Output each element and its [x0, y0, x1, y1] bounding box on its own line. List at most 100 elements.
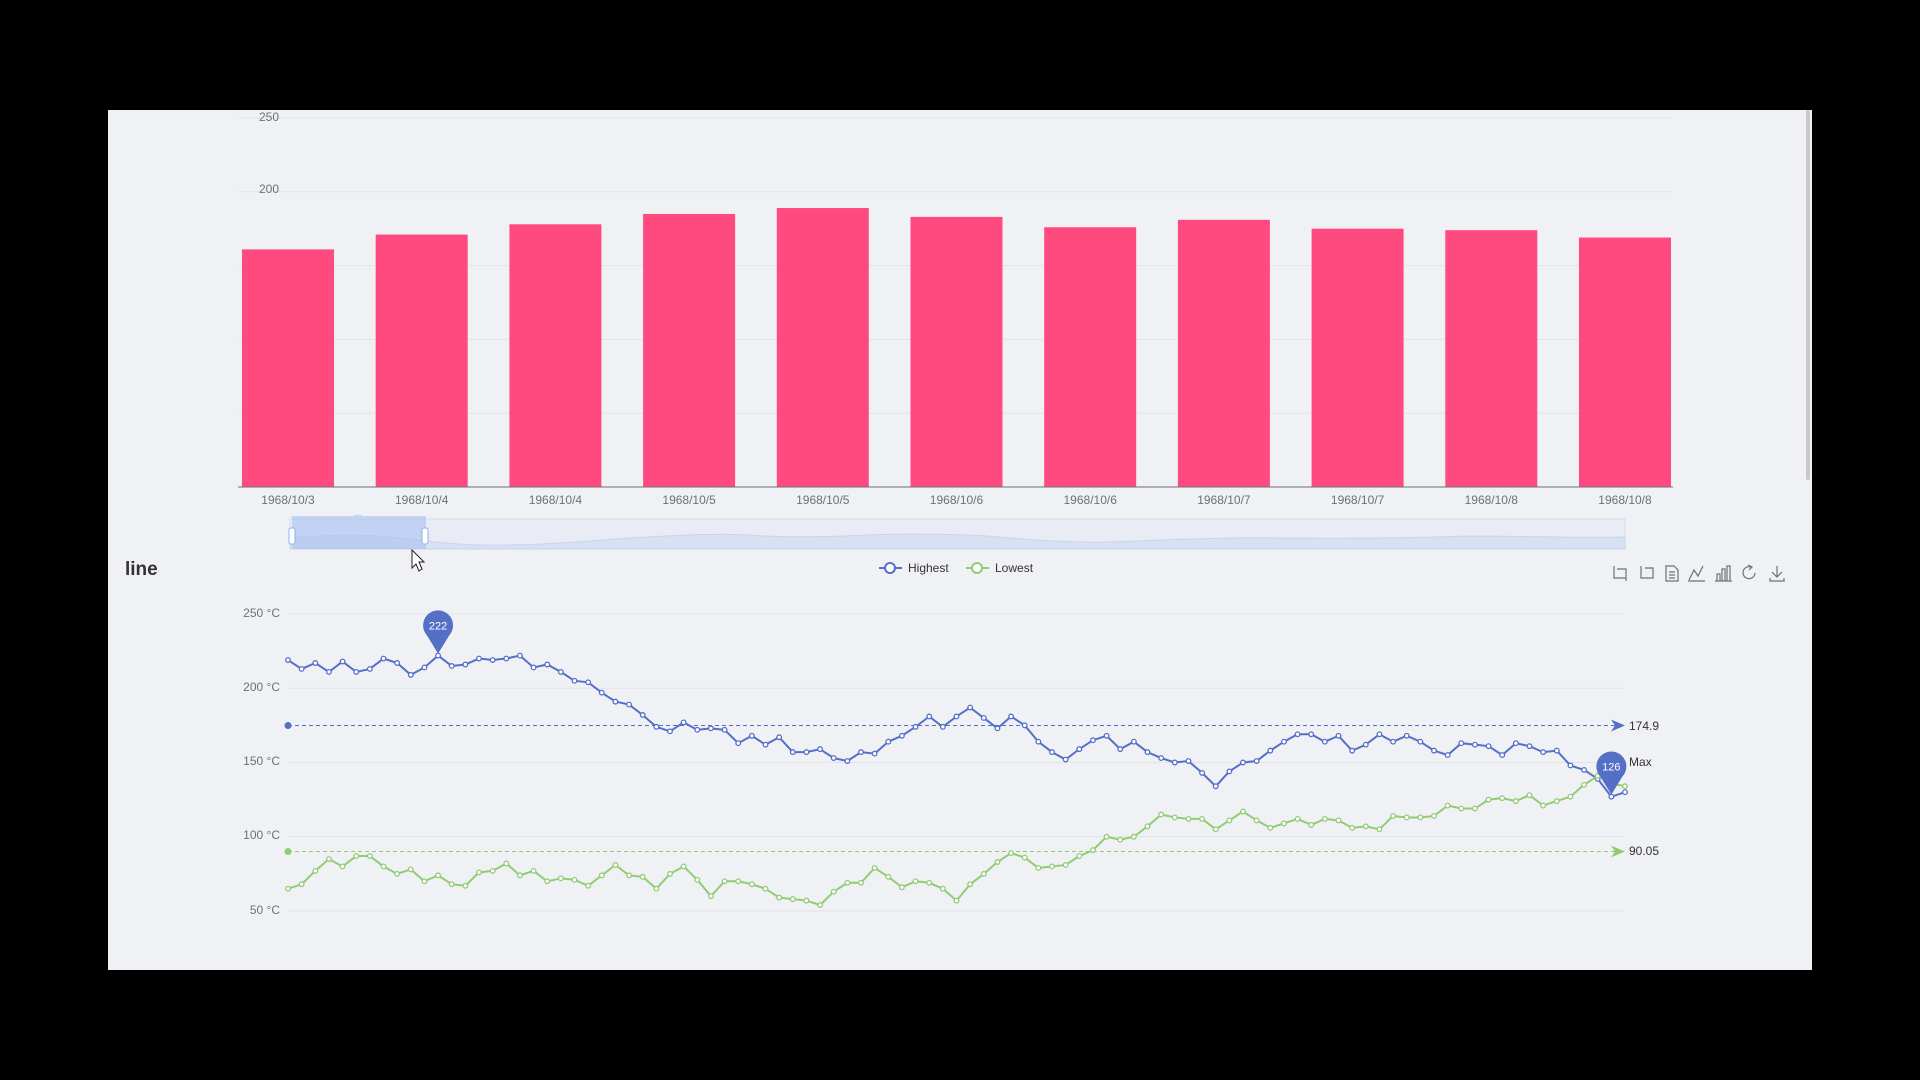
datazoom-slider[interactable] — [288, 515, 1626, 550]
data-point-highest[interactable] — [653, 723, 660, 730]
data-point-lowest[interactable] — [312, 867, 319, 874]
data-point-lowest[interactable] — [844, 879, 851, 886]
data-point-lowest[interactable] — [1185, 815, 1192, 822]
data-point-highest[interactable] — [639, 712, 646, 718]
datazoom-handle-right[interactable] — [421, 527, 429, 545]
data-point-lowest[interactable] — [885, 873, 892, 880]
data-point-lowest[interactable] — [598, 872, 605, 879]
data-view-icon[interactable] — [1665, 565, 1679, 582]
data-point-lowest[interactable] — [1171, 814, 1178, 821]
data-point-highest[interactable] — [407, 671, 414, 678]
data-point-lowest[interactable] — [1117, 836, 1124, 843]
data-point-highest[interactable] — [994, 725, 1001, 732]
data-point-highest[interactable] — [967, 704, 974, 711]
data-point-highest[interactable] — [380, 655, 387, 662]
data-point-lowest[interactable] — [530, 867, 537, 874]
data-point-highest[interactable] — [476, 655, 482, 662]
data-point-lowest[interactable] — [1471, 805, 1478, 812]
data-point-lowest[interactable] — [489, 867, 496, 874]
data-point-lowest[interactable] — [435, 872, 442, 879]
data-point-highest[interactable] — [1076, 746, 1083, 753]
data-point-lowest[interactable] — [1226, 817, 1233, 824]
bar-type-icon[interactable] — [1715, 565, 1732, 582]
data-point-lowest[interactable] — [1130, 833, 1137, 840]
data-point-highest[interactable] — [1062, 756, 1069, 763]
data-point-lowest[interactable] — [407, 866, 414, 873]
data-point-lowest[interactable] — [748, 881, 755, 888]
data-point-highest[interactable] — [516, 652, 523, 659]
bar[interactable] — [1579, 237, 1671, 487]
data-point-highest[interactable] — [1308, 731, 1315, 738]
data-point-highest[interactable] — [1253, 758, 1260, 764]
data-point-highest[interactable] — [748, 732, 755, 739]
data-point-lowest[interactable] — [1553, 798, 1560, 805]
data-point-highest[interactable] — [1608, 793, 1615, 800]
data-point-lowest[interactable] — [298, 881, 305, 888]
data-point-highest[interactable] — [980, 715, 987, 721]
zoom-reset-icon[interactable] — [1640, 566, 1654, 579]
data-point-lowest[interactable] — [1362, 823, 1369, 830]
data-point-highest[interactable] — [694, 726, 701, 733]
data-point-lowest[interactable] — [448, 881, 455, 888]
data-point-lowest[interactable] — [1335, 817, 1342, 824]
data-point-lowest[interactable] — [476, 869, 482, 876]
data-point-lowest[interactable] — [926, 879, 933, 886]
data-point-highest[interactable] — [1458, 740, 1465, 747]
data-point-highest[interactable] — [1240, 759, 1246, 766]
bar[interactable] — [1445, 230, 1538, 487]
data-point-lowest[interactable] — [544, 878, 551, 885]
data-point-lowest[interactable] — [830, 888, 837, 895]
data-point-highest[interactable] — [1158, 755, 1165, 761]
data-point-highest[interactable] — [571, 677, 578, 684]
data-point-highest[interactable] — [1471, 741, 1478, 748]
data-point-lowest[interactable] — [353, 853, 360, 860]
data-point-highest[interactable] — [1335, 732, 1342, 739]
data-point-highest[interactable] — [462, 661, 469, 668]
data-point-highest[interactable] — [817, 746, 824, 753]
bar[interactable] — [1177, 219, 1270, 487]
data-point-lowest[interactable] — [858, 879, 864, 886]
data-point-highest[interactable] — [312, 660, 319, 666]
data-point-lowest[interactable] — [1212, 826, 1219, 833]
data-point-highest[interactable] — [1540, 749, 1547, 756]
data-point-highest[interactable] — [1021, 722, 1028, 729]
data-point-highest[interactable] — [1417, 738, 1424, 745]
data-point-highest[interactable] — [1294, 731, 1301, 738]
data-point-highest[interactable] — [1103, 732, 1110, 739]
data-point-highest[interactable] — [1403, 732, 1410, 739]
data-point-lowest[interactable] — [612, 862, 619, 868]
data-point-highest[interactable] — [1089, 737, 1096, 744]
data-point-highest[interactable] — [353, 668, 360, 675]
data-point-highest[interactable] — [1431, 747, 1437, 754]
markpoint-max[interactable]: 222 — [423, 610, 454, 654]
data-point-highest[interactable] — [366, 665, 373, 672]
data-point-lowest[interactable] — [1431, 813, 1437, 819]
data-point-lowest[interactable] — [776, 894, 783, 901]
data-point-lowest[interactable] — [789, 896, 796, 903]
data-point-highest[interactable] — [325, 668, 332, 675]
data-point-highest[interactable] — [585, 679, 592, 686]
data-point-lowest[interactable] — [1321, 815, 1328, 822]
data-point-highest[interactable] — [912, 723, 919, 730]
legend-item-lowest[interactable]: Lowest — [966, 561, 1034, 575]
data-point-lowest[interactable] — [1403, 814, 1410, 821]
data-point-lowest[interactable] — [1526, 792, 1533, 799]
bar[interactable] — [375, 234, 468, 487]
bar[interactable] — [509, 224, 602, 487]
data-point-highest[interactable] — [1376, 731, 1383, 738]
data-point-lowest[interactable] — [939, 885, 946, 892]
data-point-lowest[interactable] — [1417, 814, 1424, 821]
data-point-highest[interactable] — [885, 738, 892, 745]
data-point-lowest[interactable] — [626, 872, 633, 879]
bar[interactable] — [1311, 228, 1404, 487]
data-point-highest[interactable] — [1117, 746, 1124, 753]
data-point-highest[interactable] — [1171, 759, 1178, 766]
data-point-highest[interactable] — [926, 713, 933, 720]
data-point-highest[interactable] — [1321, 738, 1328, 745]
data-point-lowest[interactable] — [817, 902, 824, 909]
data-point-lowest[interactable] — [1076, 853, 1083, 860]
data-point-lowest[interactable] — [1144, 823, 1151, 830]
data-point-highest[interactable] — [858, 749, 864, 756]
data-point-highest[interactable] — [953, 713, 960, 720]
data-point-lowest[interactable] — [735, 878, 742, 885]
